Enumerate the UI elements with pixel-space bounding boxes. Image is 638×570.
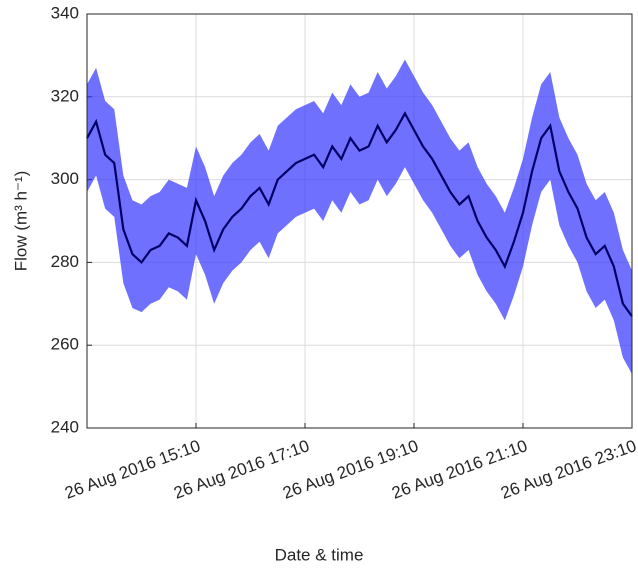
x-axis-label: Date & time <box>275 545 364 564</box>
flow-line <box>86 111 633 317</box>
confidence-band <box>87 59 632 375</box>
y-tick-label: 280 <box>51 252 79 271</box>
y-tick-label: 240 <box>51 417 79 436</box>
y-tick-label: 300 <box>51 169 79 188</box>
y-tick-label: 320 <box>51 86 79 105</box>
y-tick-label: 340 <box>51 3 79 22</box>
axes-box <box>86 13 633 429</box>
y-tick-label: 260 <box>51 335 79 354</box>
y-axis-label: Flow (m³ h⁻¹) <box>11 171 30 272</box>
